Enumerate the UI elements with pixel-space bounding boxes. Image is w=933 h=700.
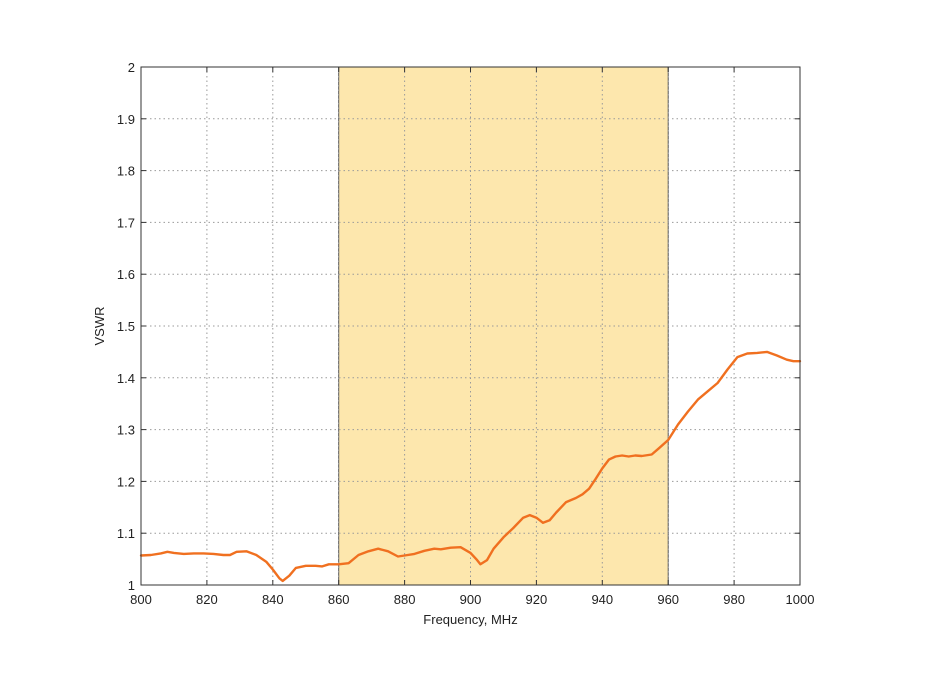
y-tick-label: 1.8	[117, 164, 135, 179]
y-tick-label: 1.6	[117, 267, 135, 282]
vswr-series-line	[139, 350, 802, 583]
x-tick-label: 900	[460, 592, 482, 607]
y-axis-label: VSWR	[92, 307, 107, 346]
y-tick-label: 1.9	[117, 112, 135, 127]
x-tick-label: 980	[723, 592, 745, 607]
y-tick-label: 1	[128, 578, 135, 593]
y-tick-label: 2	[128, 60, 135, 75]
y-tick-label: 1.1	[117, 526, 135, 541]
y-tick-label: 1.5	[117, 319, 135, 334]
y-tick-label: 1.3	[117, 423, 135, 438]
x-tick-label: 880	[394, 592, 416, 607]
series-layer	[139, 350, 802, 583]
x-tick-label: 1000	[786, 592, 815, 607]
x-tick-label: 920	[526, 592, 548, 607]
plot-frame	[140, 66, 801, 586]
x-tick-label: 840	[262, 592, 284, 607]
x-tick-label: 860	[328, 592, 350, 607]
y-tick-labels: 1 1.1 1.2 1.3 1.4 1.5 1.6 1.7 1.8 1.9 2	[117, 60, 135, 593]
x-tick-label: 940	[591, 592, 613, 607]
y-tick-label: 1.2	[117, 474, 135, 489]
x-tick-label: 800	[130, 592, 152, 607]
y-tick-label: 1.7	[117, 215, 135, 230]
y-tick-label: 1.4	[117, 371, 135, 386]
x-axis-label: Frequency, MHz	[423, 612, 517, 627]
x-tick-label: 960	[657, 592, 679, 607]
x-tick-label: 820	[196, 592, 218, 607]
x-tick-labels: 800 820 840 860 880 900 920 940 960 980 1000	[130, 592, 814, 607]
